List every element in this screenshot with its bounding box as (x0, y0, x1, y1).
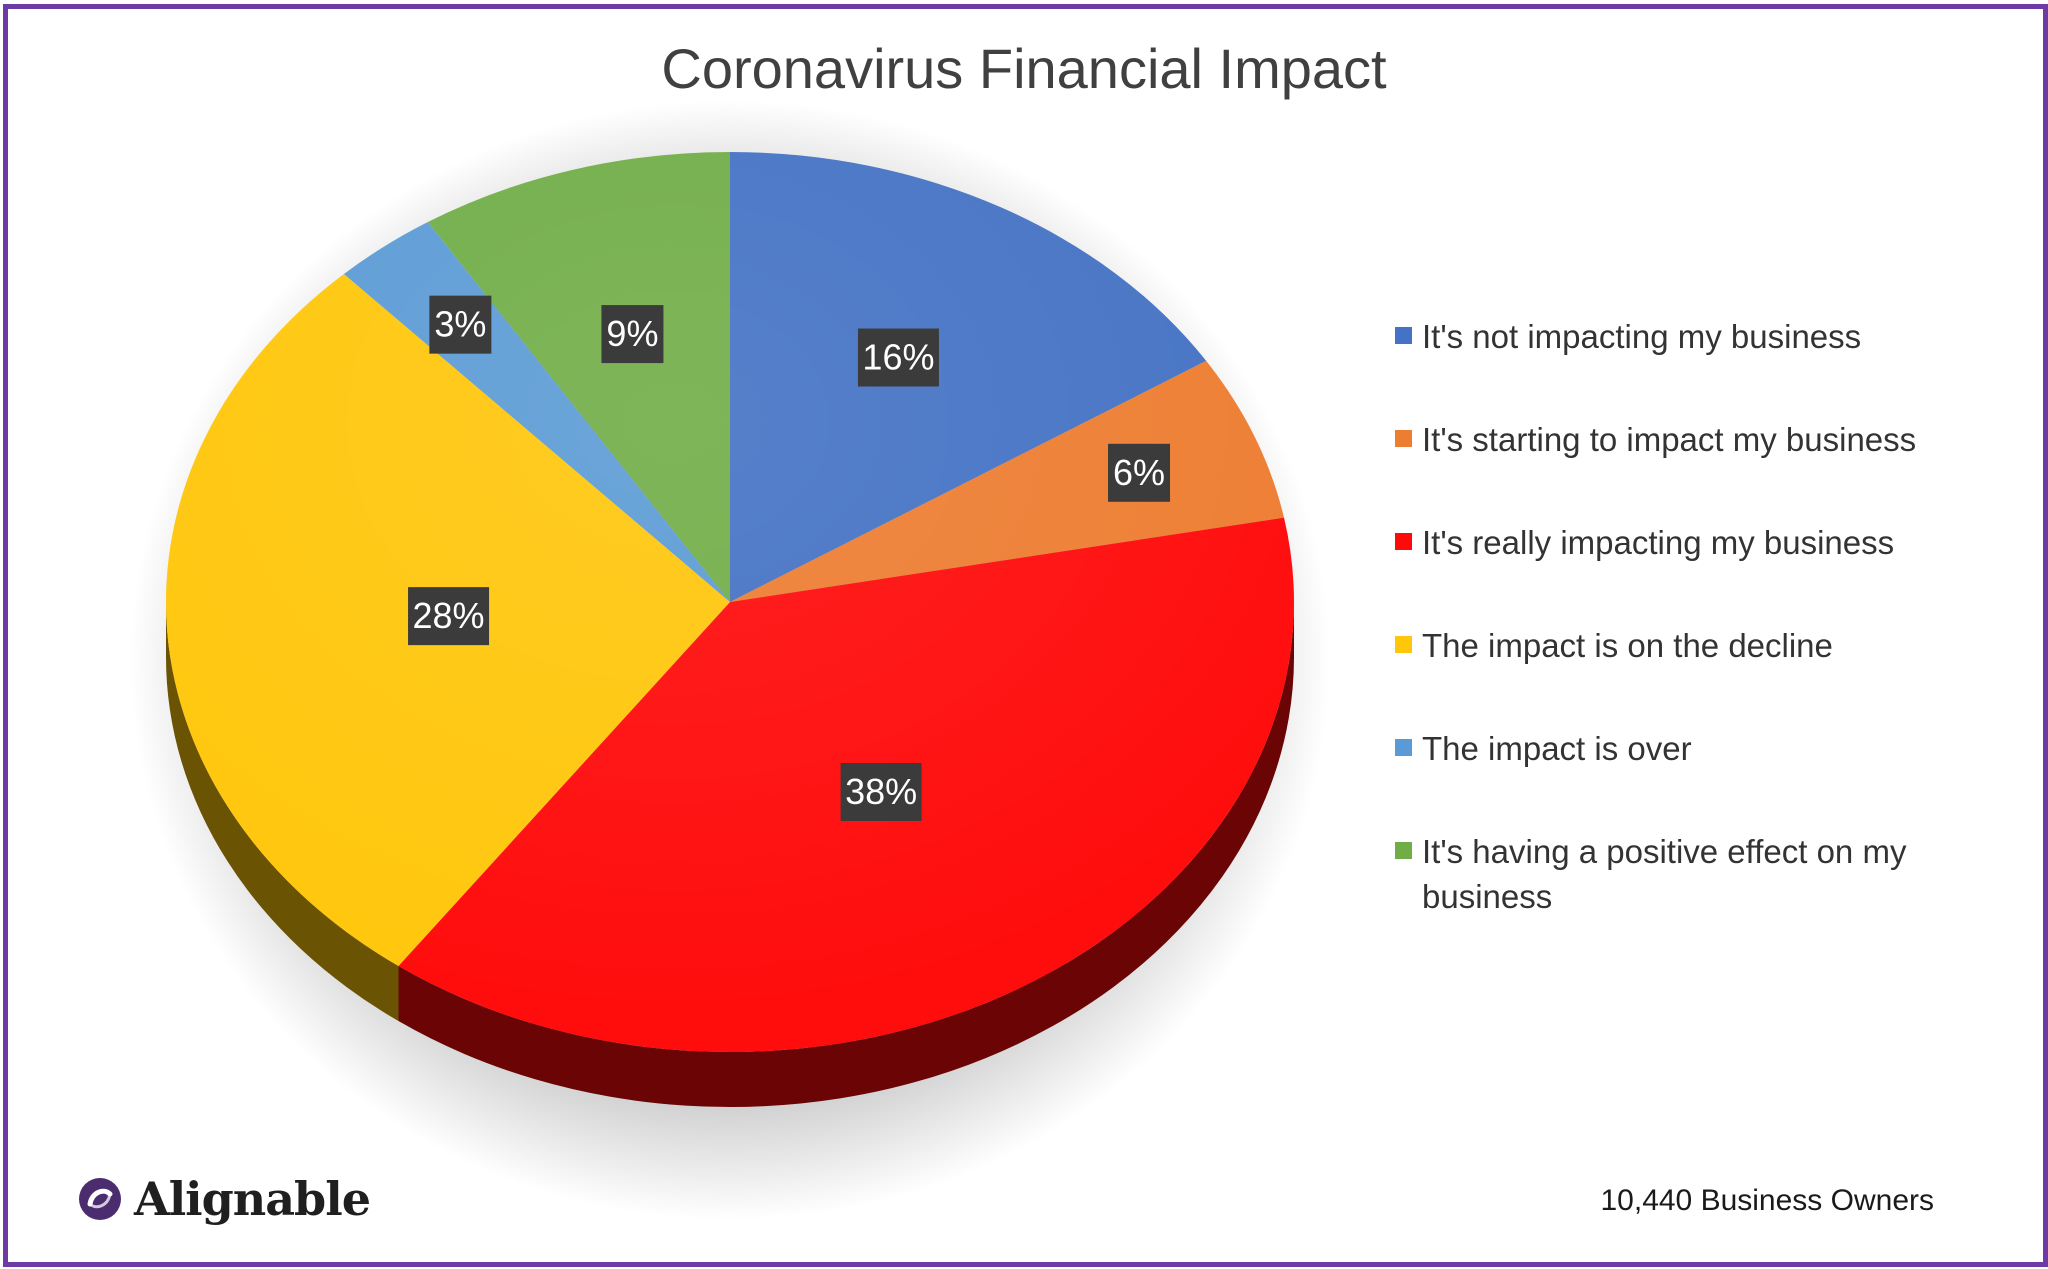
legend-label: It's starting to impact my business (1422, 421, 1917, 458)
legend-label: The impact is over (1422, 730, 1692, 767)
legend-item-the-impact-is-over: The impact is over (1395, 726, 1942, 771)
data-label-text: 28% (413, 595, 485, 636)
data-label-box (840, 762, 922, 821)
legend-swatch (1395, 842, 1412, 859)
legend-label: It's really impacting my business (1422, 524, 1895, 561)
legend-swatch (1395, 430, 1412, 447)
legend-swatch (1395, 533, 1412, 550)
alignable-logo: Alignable (78, 1172, 371, 1226)
legend-swatch (1395, 739, 1412, 756)
sample-size-note: 10,440 Business Owners (1600, 1184, 1934, 1217)
data-label-box (857, 328, 939, 387)
legend-label: It's having a positive effect on my busi… (1422, 833, 1907, 915)
data-label-it-s-starting-to-impact-my-business: 6% (1108, 443, 1171, 502)
legend-swatch (1395, 327, 1412, 344)
data-label-it-s-really-impacting-my-business: 38% (840, 762, 922, 821)
data-label-text: 3% (434, 304, 486, 345)
data-label-it-s-having-a-positive-effect-on-my-business: 9% (601, 305, 664, 364)
data-label-the-impact-is-over: 3% (429, 295, 492, 354)
logo-text: Alignable (134, 1172, 371, 1226)
data-label-box (601, 305, 664, 364)
alignable-logo-icon (79, 1178, 121, 1220)
data-label-it-s-not-impacting-my-business: 16% (857, 328, 939, 387)
data-label-box (429, 295, 492, 354)
legend-item-it-s-not-impacting-my-business: It's not impacting my business (1395, 314, 1942, 359)
legend-item-it-s-really-impacting-my-business: It's really impacting my business (1395, 520, 1942, 565)
data-label-text: 38% (845, 771, 917, 812)
legend-label: It's not impacting my business (1422, 318, 1862, 355)
data-label-box (1108, 443, 1171, 502)
legend-item-it-s-starting-to-impact-my-business: It's starting to impact my business (1395, 417, 1942, 462)
chart-title: Coronavirus Financial Impact (661, 37, 1387, 100)
data-label-text: 16% (862, 337, 934, 378)
data-label-text: 6% (1113, 452, 1165, 493)
legend-item-it-s-having-a-positive-effect-on-my-business: It's having a positive effect on my busi… (1395, 829, 1942, 919)
legend-swatch (1395, 636, 1412, 653)
legend-item-the-impact-is-on-the-decline: The impact is on the decline (1395, 623, 1942, 668)
data-label-text: 9% (606, 313, 658, 354)
data-label-box (408, 587, 490, 646)
data-label-the-impact-is-on-the-decline: 28% (408, 587, 490, 646)
legend-label: The impact is on the decline (1422, 627, 1833, 664)
